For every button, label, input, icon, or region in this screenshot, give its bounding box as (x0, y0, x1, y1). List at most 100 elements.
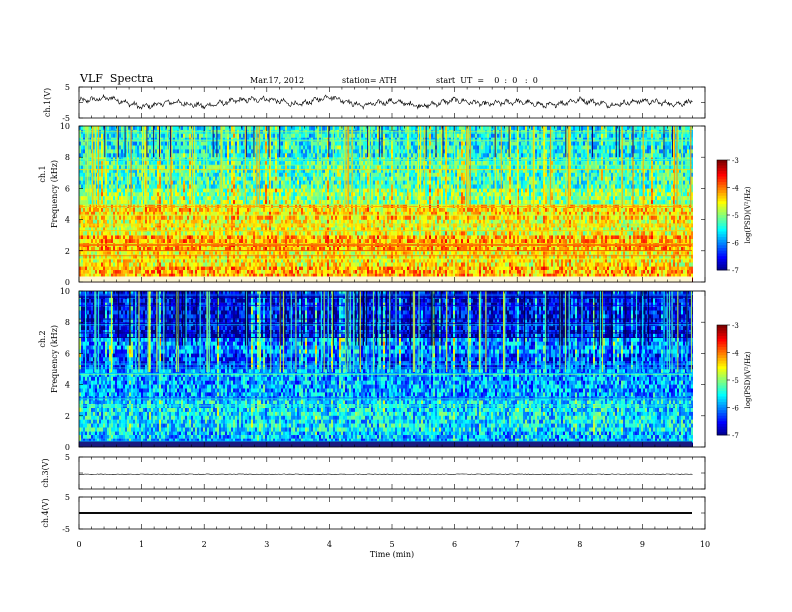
spectrogram-cell (205, 235, 207, 240)
spectrogram-cell (161, 262, 163, 267)
spectrogram-cell (145, 211, 147, 216)
spectrogram-cell (249, 188, 251, 193)
spectrogram-cell (205, 200, 207, 205)
spectrogram-cell (233, 239, 235, 244)
spectrogram-cell (277, 141, 279, 146)
spectrogram-cell (179, 239, 181, 244)
spectrogram-cell (215, 227, 217, 232)
spectrogram-cell (225, 196, 227, 201)
station-label: station= ATH (342, 76, 397, 85)
spectrogram-cell (287, 176, 289, 181)
spectrogram-cell (235, 141, 237, 146)
spectrogram-cell (209, 161, 211, 166)
spectrogram-cell (277, 172, 279, 177)
spectrogram-cell (309, 126, 311, 131)
spectrogram-cell (187, 180, 189, 185)
spectrogram-cell (251, 258, 253, 263)
spectrogram-cell (167, 266, 169, 271)
spectrogram-cell (299, 231, 301, 236)
spectrogram-cell (145, 196, 147, 201)
spectrogram-cell (139, 227, 141, 232)
spectrogram-cell (201, 192, 203, 197)
spectrogram-cell (223, 153, 225, 158)
spectrogram-cell (225, 215, 227, 220)
spectrogram-cell (189, 273, 191, 278)
spectrogram-cell (259, 172, 261, 177)
spectrogram-cell (303, 176, 305, 181)
spectrogram-cell (291, 231, 293, 236)
spectrogram-cell (259, 254, 261, 259)
spectrogram-cell (309, 266, 311, 271)
spectrogram-cell (139, 172, 141, 177)
spectrogram-cell (185, 153, 187, 158)
spectrogram-cell (231, 227, 233, 232)
spectrogram-cell (251, 215, 253, 220)
spectrogram-cell (163, 254, 165, 259)
spectrogram-cell (251, 270, 253, 274)
spectrogram-cell (113, 231, 115, 236)
spectrogram-cell (217, 250, 219, 255)
spectrogram-cell (203, 273, 205, 278)
spectrogram-cell (113, 254, 115, 259)
spectrogram-cell (231, 258, 233, 263)
spectrogram-cell (209, 219, 211, 224)
spectrogram-cell (81, 145, 83, 150)
spectrogram-cell (197, 215, 199, 220)
spectrogram-cell (101, 250, 103, 255)
spectrogram-cell (267, 172, 269, 177)
spectrogram-cell (275, 180, 277, 185)
spectrogram-cell (261, 141, 263, 146)
spectrogram-cell (95, 215, 97, 220)
spectrogram-cell (223, 239, 225, 244)
spectrogram-cell (129, 231, 131, 236)
spectrogram-cell (157, 188, 159, 193)
spectrogram-cell (189, 215, 191, 220)
spectrogram-cell (269, 215, 271, 220)
spectrogram-cell (217, 168, 219, 173)
spectrogram-cell (167, 258, 169, 263)
spectrogram-cell (139, 149, 141, 154)
spectrogram-cell (275, 168, 277, 173)
spectrogram-cell (305, 133, 307, 138)
spectrogram-cell (131, 211, 133, 216)
spectrogram-cell (123, 145, 125, 150)
spectrogram-cell (261, 200, 263, 205)
spectrogram-cell (307, 180, 309, 185)
spectrogram-cell (211, 165, 213, 170)
spectrogram-cell (89, 141, 91, 146)
spectrogram-cell (203, 188, 205, 193)
spectrogram-cell (79, 176, 81, 181)
spectrogram-cell (87, 227, 89, 232)
spectrogram-cell (291, 262, 293, 267)
spectrogram-cell (89, 273, 91, 278)
spectrogram-cell (273, 215, 275, 220)
spectrogram-cell (205, 145, 207, 150)
spectrogram-cell (263, 270, 265, 274)
spectrogram-cell (209, 141, 211, 146)
spectrogram-cell (285, 219, 287, 224)
spectrogram-cell (141, 235, 143, 240)
spectrogram-cell (271, 223, 273, 228)
spectrogram-cell (99, 129, 101, 134)
spectrogram-cell (103, 223, 105, 228)
spectrogram-cell (275, 246, 277, 251)
spectrogram-cell (247, 215, 249, 220)
spectrogram-cell (267, 273, 269, 278)
spectrogram-cell (285, 188, 287, 193)
spectrogram-cell (273, 207, 275, 212)
spectrogram-cell (205, 215, 207, 220)
spectrogram-cell (147, 262, 149, 267)
spectrogram-cell (253, 196, 255, 201)
spectrogram-cell (229, 196, 231, 201)
spectrogram-cell (315, 161, 317, 166)
spectrogram-cell (83, 266, 85, 271)
spectrogram-cell (115, 153, 117, 158)
spectrogram-cell (145, 239, 147, 244)
spectrogram-cell (189, 235, 191, 240)
spectrogram-cell (301, 161, 303, 166)
spectrogram-cell (233, 215, 235, 220)
spectrogram-cell (209, 153, 211, 158)
spectrogram-cell (273, 262, 275, 267)
spectrogram-cell (151, 246, 153, 251)
spectrogram-cell (79, 165, 81, 170)
